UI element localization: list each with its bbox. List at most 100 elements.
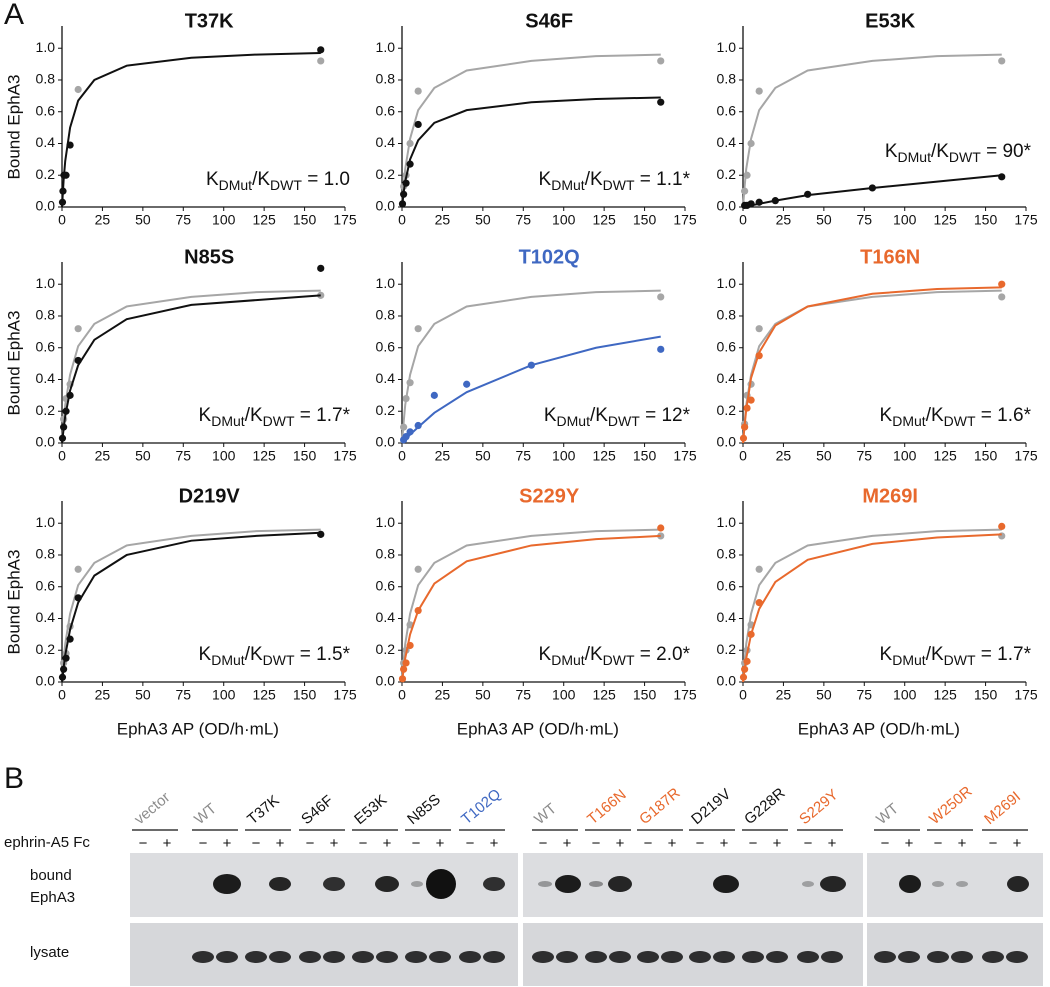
y-axis-label: Bound EphA3 [4,311,23,416]
x-tick-label: 100 [893,448,917,464]
blot-band [608,876,632,892]
data-point [414,565,422,573]
data-point [62,407,70,415]
fit-curve [401,96,661,208]
lane-label: N85S [404,791,444,828]
y-tick-label: 1.0 [36,39,56,55]
treatment-sign: + [828,835,837,852]
x-tick-label: 175 [333,448,357,464]
x-tick-label: 100 [212,687,236,703]
x-tick-label: 125 [252,687,276,703]
treatment-sign: + [720,835,729,852]
x-tick-label: 150 [974,448,998,464]
data-point [755,325,763,333]
annotation-part: /K [926,405,944,426]
annotation-part: = 1.0 [302,169,350,190]
x-tick-label: 125 [592,687,616,703]
y-tick-label: 1.0 [376,39,396,55]
y-tick-label: 1.0 [36,514,56,530]
treatment-sign: + [563,835,572,852]
blot-band [956,881,968,887]
x-tick-label: 100 [552,212,576,228]
fit-curve [61,51,321,208]
blot-band [299,951,321,963]
y-tick-label: 0.4 [36,609,56,625]
blot-band [661,951,683,963]
y-tick-label: 0.4 [36,370,56,386]
chart: 0.0 0.2 0.4 0.6 0.8 1.0 0 25 50 75 100 125 150 175 E53… [717,10,1038,227]
x-tick-label: 125 [592,448,616,464]
y-tick-label: 0.8 [376,71,396,87]
blot-band [1007,876,1029,892]
y-tick-label: 1.0 [717,275,737,291]
data-point [527,361,535,369]
y-tick-label: 0.2 [717,402,737,418]
x-tick-label: 150 [293,687,317,703]
x-tick-label: 175 [1014,448,1038,464]
annotation-part: /K [585,644,603,665]
treatment-sign: − [139,835,148,852]
x-tick-label: 150 [633,687,657,703]
x-axis-label: EphA3 AP (OD/h·mL) [457,719,619,738]
data-point [998,532,1006,540]
annotation-part: /K [590,405,608,426]
x-tick-label: 75 [856,212,872,228]
x-tick-label: 50 [135,448,151,464]
data-point [657,532,665,540]
annotation-part: = 1.1* [635,169,691,190]
y-tick-label: 0.2 [717,641,737,657]
data-point [74,325,82,333]
x-tick-label: 50 [816,687,832,703]
x-tick-label: 25 [435,448,451,464]
data-point [317,530,325,538]
data-point [771,197,779,205]
chart: 0.0 0.2 0.4 0.6 0.8 1.0 0 25 50 75 100 125 150 175 T10… [376,246,697,463]
treatment-sign: − [199,835,208,852]
blot-band [1006,951,1028,963]
blot-band [713,951,735,963]
data-point [400,423,408,431]
lane-label: T102Q [458,786,504,829]
data-point [657,524,665,532]
x-tick-label: 25 [776,212,792,228]
data-point [402,659,410,667]
lane-label: G187R [636,784,683,828]
x-tick-label: 100 [552,448,576,464]
data-point [747,139,755,148]
data-point [406,160,414,168]
annotation-part: = 1.6* [976,405,1032,426]
treatment-sign: + [490,835,499,852]
annotation: KDMut/KDWT = 90* [885,141,1032,165]
blot-panel [130,923,518,986]
y-axis-label: Bound EphA3 [4,550,23,655]
x-axis-label: EphA3 AP (OD/h·mL) [117,719,279,738]
x-tick-label: 175 [333,212,357,228]
blot-band [874,951,896,963]
treatment-sign: − [592,835,601,852]
x-tick-label: 0 [58,448,66,464]
data-point [755,352,763,360]
x-tick-label: 25 [776,687,792,703]
x-tick-label: 0 [739,212,747,228]
annotation-part: DMut [551,652,585,668]
data-point [741,665,749,673]
blot-band [589,881,603,887]
annotation-part: DWT [270,177,302,193]
blot-band [927,951,949,963]
y-tick-label: 0.4 [717,370,737,386]
y-axis-label: Bound EphA3 [4,75,23,180]
annotation-part: DWT [949,149,981,165]
treatment-sign: − [881,835,890,852]
blot-band [766,951,788,963]
treatment-sign: + [905,835,914,852]
data-point [755,565,763,573]
annotation-part: K [880,405,893,426]
y-tick-label: 1.0 [36,275,56,291]
treatment-sign: − [466,835,475,852]
data-point [998,293,1006,301]
y-tick-label: 0.4 [717,134,737,150]
blot-band [555,875,581,893]
data-point [741,423,749,431]
treatment-sign: + [276,835,285,852]
y-tick-label: 0.0 [717,673,737,689]
